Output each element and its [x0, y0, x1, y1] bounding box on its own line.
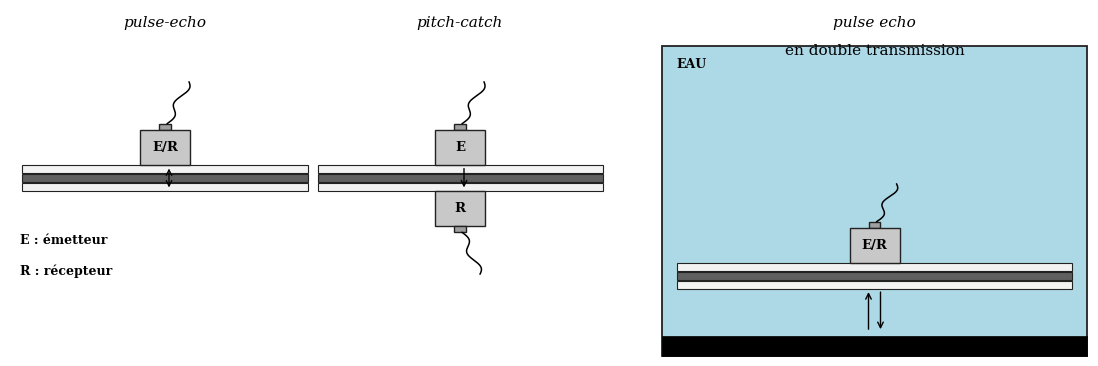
Bar [22, 165, 307, 173]
Bar [869, 222, 881, 228]
Text: E/R: E/R [152, 141, 178, 154]
Text: R : récepteur: R : récepteur [20, 264, 112, 277]
Bar [677, 272, 1072, 280]
Bar [159, 124, 171, 130]
Text: R: R [455, 202, 466, 215]
Text: pitch-catch: pitch-catch [417, 16, 503, 30]
Text: E/R: E/R [862, 239, 887, 252]
Bar [435, 130, 485, 165]
Bar [141, 130, 190, 165]
Bar [22, 183, 307, 191]
Bar [453, 124, 466, 130]
Bar [453, 226, 466, 232]
Bar [317, 174, 603, 182]
Bar [677, 263, 1072, 271]
Bar [22, 174, 307, 182]
Text: E : émetteur: E : émetteur [20, 234, 108, 247]
Text: EAU: EAU [676, 58, 706, 71]
Bar [317, 165, 603, 173]
Bar [435, 191, 485, 226]
Text: E: E [455, 141, 464, 154]
Bar [662, 46, 1087, 356]
Bar [662, 336, 1087, 356]
Bar [850, 228, 899, 263]
Text: en double transmission: en double transmission [785, 44, 964, 58]
Bar [677, 281, 1072, 289]
Text: pulse echo: pulse echo [833, 16, 916, 30]
Text: pulse-echo: pulse-echo [123, 16, 206, 30]
Bar [317, 183, 603, 191]
